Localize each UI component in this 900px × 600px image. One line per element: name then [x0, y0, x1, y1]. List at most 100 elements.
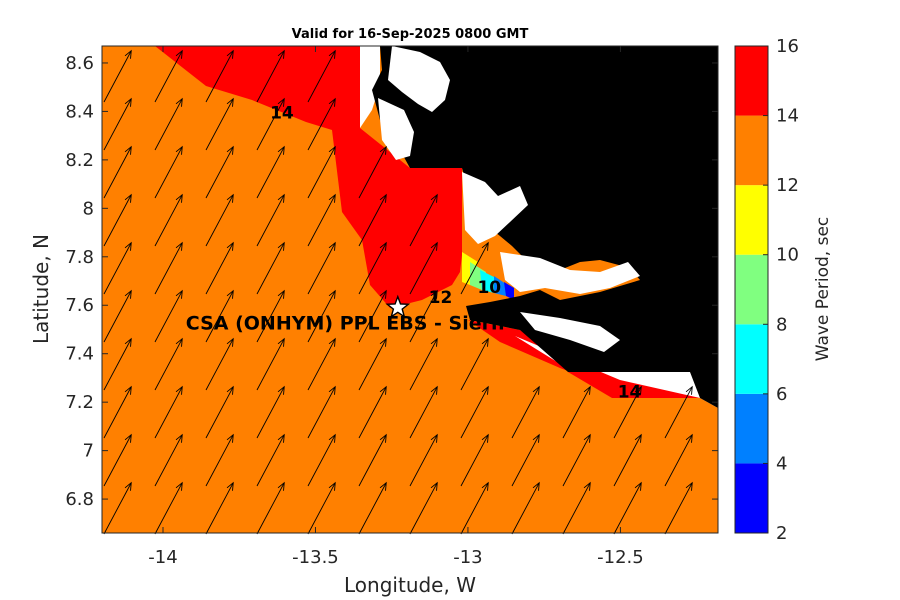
- site-marker-group: CSA (ONHYM) PPL EBS - Siern: [186, 294, 505, 335]
- direction-arrowhead: [124, 337, 132, 347]
- direction-arrow: [103, 386, 132, 439]
- direction-arrowhead: [124, 481, 132, 491]
- direction-arrowhead: [634, 481, 642, 491]
- direction-arrow: [256, 146, 285, 199]
- direction-arrow: [103, 50, 132, 103]
- direction-arrow: [307, 482, 336, 535]
- y-tick-label: 6.8: [65, 489, 94, 510]
- direction-arrowhead: [175, 97, 183, 107]
- direction-arrowhead: [277, 433, 285, 443]
- estuary-mid: [378, 98, 414, 160]
- direction-arrow: [358, 290, 387, 343]
- direction-arrowhead: [277, 385, 285, 395]
- colorbar-tick-label: 8: [776, 314, 787, 335]
- direction-arrow: [103, 98, 132, 151]
- colorbar-tick-label: 6: [776, 384, 787, 405]
- direction-arrow: [409, 386, 438, 439]
- y-tick-label: 7.8: [65, 247, 94, 268]
- y-tick-label: 8.6: [65, 53, 94, 74]
- direction-arrowhead: [379, 337, 387, 347]
- direction-arrowhead: [328, 193, 336, 203]
- y-axis-ticks: 6.8 7 7.2 7.4 7.6 7.8 8 8.2 8.4 8.6: [65, 53, 718, 510]
- estuary-river: [462, 172, 528, 244]
- direction-arrowhead: [583, 481, 591, 491]
- direction-arrow: [103, 434, 132, 487]
- direction-arrow: [307, 98, 336, 151]
- direction-arrow: [256, 338, 285, 391]
- colorbar-swatch: [735, 115, 768, 186]
- direction-arrowhead: [124, 145, 132, 155]
- colorbar-tick-label: 16: [776, 36, 799, 57]
- chart-title: Valid for 16-Sep-2025 0800 GMT: [292, 27, 529, 42]
- direction-arrow: [205, 146, 234, 199]
- estuary-upper: [388, 46, 450, 112]
- wave-period-field-4-6: [494, 276, 506, 296]
- direction-arrowhead: [328, 433, 336, 443]
- direction-arrowhead: [379, 385, 387, 395]
- wave-direction-arrows: [103, 49, 693, 535]
- direction-arrow: [205, 98, 234, 151]
- direction-arrow: [103, 146, 132, 199]
- y-axis-label: Latitude, N: [29, 234, 53, 344]
- direction-arrowhead: [175, 337, 183, 347]
- direction-arrowhead: [583, 385, 591, 395]
- estuary-south: [520, 312, 620, 352]
- x-tick-label: -13.5: [292, 547, 339, 568]
- x-axis-label: Longitude, W: [344, 573, 476, 597]
- x-tick-label: -13: [453, 547, 482, 568]
- direction-arrowhead: [634, 385, 642, 395]
- direction-arrow: [460, 338, 489, 391]
- direction-arrowhead: [124, 49, 132, 59]
- direction-arrow: [358, 242, 387, 295]
- direction-arrowhead: [430, 337, 438, 347]
- direction-arrow: [154, 338, 183, 391]
- direction-arrowhead: [175, 241, 183, 251]
- direction-arrow: [154, 146, 183, 199]
- direction-arrow: [409, 290, 438, 343]
- direction-arrow: [154, 434, 183, 487]
- direction-arrow: [256, 194, 285, 247]
- direction-arrow: [154, 386, 183, 439]
- contour-labels: 14 14 12 10: [270, 104, 641, 403]
- direction-arrow: [613, 386, 642, 439]
- direction-arrow: [307, 50, 336, 103]
- direction-arrow: [205, 482, 234, 535]
- direction-arrowhead: [175, 193, 183, 203]
- x-axis-ticks: -14 -13.5 -13 -12.5: [148, 46, 644, 568]
- direction-arrowhead: [226, 97, 234, 107]
- contour-label: 10: [477, 278, 501, 298]
- direction-arrowhead: [328, 241, 336, 251]
- direction-arrow: [103, 482, 132, 535]
- direction-arrowhead: [175, 289, 183, 299]
- colorbar-swatch: [735, 254, 768, 325]
- colorbar-tick-label: 2: [776, 523, 787, 544]
- direction-arrowhead: [226, 193, 234, 203]
- colorbar-swatch: [735, 393, 768, 464]
- direction-arrowhead: [430, 289, 438, 299]
- contour-label: 14: [618, 382, 642, 402]
- direction-arrowhead: [481, 433, 489, 443]
- colorbar-swatch: [735, 463, 768, 533]
- direction-arrowhead: [328, 289, 336, 299]
- direction-arrowhead: [532, 433, 540, 443]
- direction-arrowhead: [532, 385, 540, 395]
- y-tick-label: 8.4: [65, 101, 94, 122]
- direction-arrowhead: [634, 433, 642, 443]
- direction-arrowhead: [175, 385, 183, 395]
- direction-arrow: [205, 194, 234, 247]
- direction-arrowhead: [226, 337, 234, 347]
- plot-area: 14 14 12 10 CSA (ONHYM) PPL EBS - Siern: [101, 45, 719, 535]
- colorbar-frame: [734, 45, 769, 534]
- direction-arrowhead: [379, 145, 387, 155]
- site-star-icon: [385, 294, 411, 319]
- direction-arrowhead: [277, 241, 285, 251]
- direction-arrowhead: [124, 241, 132, 251]
- wave-period-field-14-16-coastal: [468, 320, 700, 398]
- direction-arrow: [562, 386, 591, 439]
- direction-arrow: [205, 434, 234, 487]
- direction-arrow: [409, 242, 438, 295]
- direction-arrowhead: [124, 97, 132, 107]
- direction-arrow: [205, 338, 234, 391]
- direction-arrow: [205, 386, 234, 439]
- direction-arrowhead: [175, 49, 183, 59]
